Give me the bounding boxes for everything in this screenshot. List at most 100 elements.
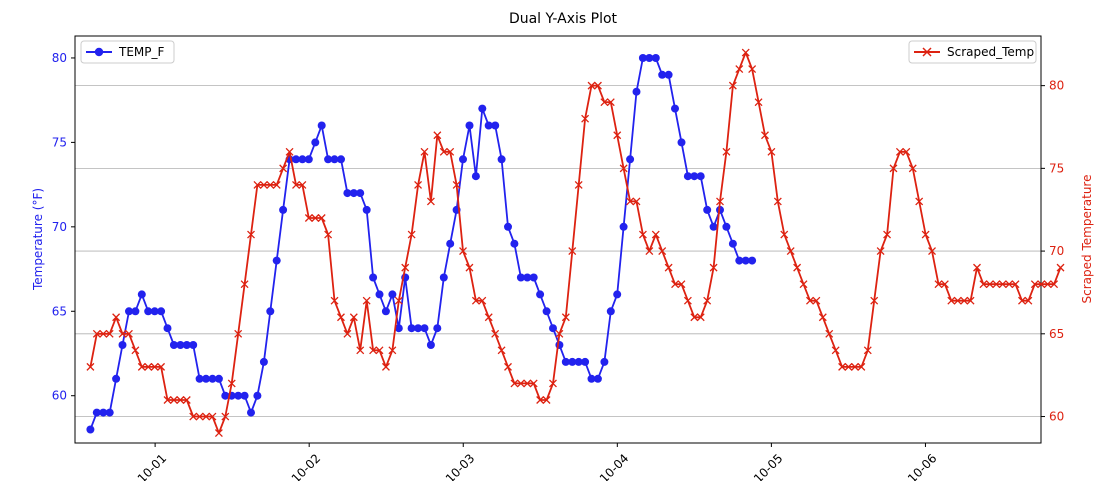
data-point bbox=[677, 280, 686, 289]
data-point bbox=[388, 346, 397, 355]
data-point bbox=[709, 263, 718, 272]
data-point bbox=[510, 379, 519, 388]
data-point bbox=[741, 48, 750, 57]
data-point bbox=[632, 197, 641, 206]
data-point bbox=[857, 362, 866, 371]
data-point bbox=[471, 172, 480, 181]
data-point bbox=[497, 155, 506, 164]
data-point bbox=[401, 263, 410, 272]
data-point bbox=[504, 222, 512, 231]
data-point bbox=[189, 412, 198, 421]
data-point bbox=[349, 313, 358, 322]
data-point bbox=[523, 379, 532, 388]
legend-left-marker bbox=[94, 47, 104, 57]
data-point bbox=[1043, 280, 1052, 289]
right-axis-tick-label: 75 bbox=[1049, 161, 1064, 175]
data-point bbox=[131, 346, 140, 355]
data-point bbox=[555, 329, 564, 338]
data-point bbox=[735, 256, 744, 265]
data-point bbox=[542, 307, 551, 316]
x-axis: 10-01 10-02 10-03 10-04 10-05 10-06 bbox=[135, 443, 940, 481]
data-point bbox=[889, 164, 898, 173]
data-point bbox=[163, 324, 172, 333]
data-point bbox=[606, 98, 615, 107]
data-point bbox=[169, 341, 178, 349]
data-point bbox=[638, 54, 647, 62]
data-point bbox=[266, 180, 275, 189]
data-point bbox=[343, 329, 352, 338]
data-point bbox=[137, 290, 146, 299]
right-axis: 60 65 70 75 80 bbox=[1041, 79, 1064, 424]
x-axis-tick-label: 10-03 bbox=[443, 451, 478, 481]
data-point bbox=[626, 155, 635, 164]
data-point bbox=[118, 341, 127, 349]
data-point bbox=[125, 307, 133, 316]
left-axis-tick-label: 60 bbox=[52, 389, 67, 403]
data-point bbox=[549, 324, 557, 333]
data-point bbox=[317, 121, 326, 130]
data-point bbox=[581, 114, 590, 123]
data-point bbox=[895, 147, 904, 156]
data-point bbox=[1056, 263, 1065, 272]
data-point bbox=[523, 273, 532, 282]
data-point bbox=[587, 81, 596, 90]
data-point bbox=[369, 346, 378, 355]
data-point bbox=[728, 239, 737, 248]
data-point bbox=[266, 307, 275, 316]
data-point bbox=[253, 391, 262, 400]
data-point bbox=[478, 104, 487, 113]
x-axis-tick-label: 10-05 bbox=[751, 451, 786, 481]
data-point bbox=[99, 408, 108, 417]
data-point bbox=[234, 329, 243, 338]
data-point bbox=[773, 197, 782, 206]
data-point bbox=[439, 147, 448, 156]
right-axis-tick-label: 60 bbox=[1049, 410, 1064, 424]
data-point bbox=[86, 425, 95, 434]
data-point bbox=[934, 280, 943, 289]
data-point bbox=[587, 374, 596, 383]
data-point bbox=[247, 408, 255, 417]
data-point bbox=[304, 155, 313, 164]
data-point bbox=[696, 172, 705, 181]
data-point bbox=[683, 296, 692, 305]
data-point bbox=[459, 247, 467, 256]
data-point bbox=[195, 374, 204, 383]
data-point bbox=[870, 296, 879, 305]
left-axis-tick-label: 80 bbox=[52, 51, 67, 65]
left-axis-tick-label: 65 bbox=[52, 304, 67, 318]
data-point bbox=[343, 189, 352, 198]
data-point bbox=[356, 346, 365, 355]
data-point bbox=[202, 412, 211, 421]
data-point bbox=[369, 273, 378, 282]
data-point bbox=[574, 180, 583, 189]
data-point bbox=[703, 296, 712, 305]
data-point bbox=[658, 70, 667, 79]
data-point bbox=[176, 396, 185, 404]
data-point bbox=[786, 247, 795, 256]
data-point bbox=[330, 296, 339, 305]
data-point bbox=[928, 247, 936, 256]
data-point bbox=[1011, 280, 1020, 289]
data-point bbox=[169, 396, 178, 404]
data-point bbox=[799, 280, 808, 289]
data-point bbox=[439, 273, 448, 282]
data-point bbox=[137, 362, 146, 371]
data-point bbox=[1024, 296, 1033, 305]
data-point bbox=[921, 230, 930, 239]
data-point bbox=[658, 247, 667, 256]
data-point bbox=[741, 256, 750, 265]
data-point bbox=[593, 374, 602, 383]
data-point bbox=[626, 197, 635, 206]
left-axis-tick-label: 70 bbox=[52, 220, 67, 234]
data-point bbox=[497, 346, 506, 355]
data-point bbox=[793, 263, 802, 272]
plot-area-frame bbox=[74, 35, 1042, 444]
data-point bbox=[150, 362, 159, 371]
legend-left: TEMP_F bbox=[80, 40, 175, 64]
right-axis-tick-label: 70 bbox=[1049, 244, 1064, 258]
data-point bbox=[979, 280, 988, 289]
data-point bbox=[966, 296, 975, 305]
legend-left-box bbox=[80, 40, 175, 64]
data-point bbox=[536, 290, 545, 299]
legend-label-temp-f: TEMP_F bbox=[118, 45, 165, 59]
